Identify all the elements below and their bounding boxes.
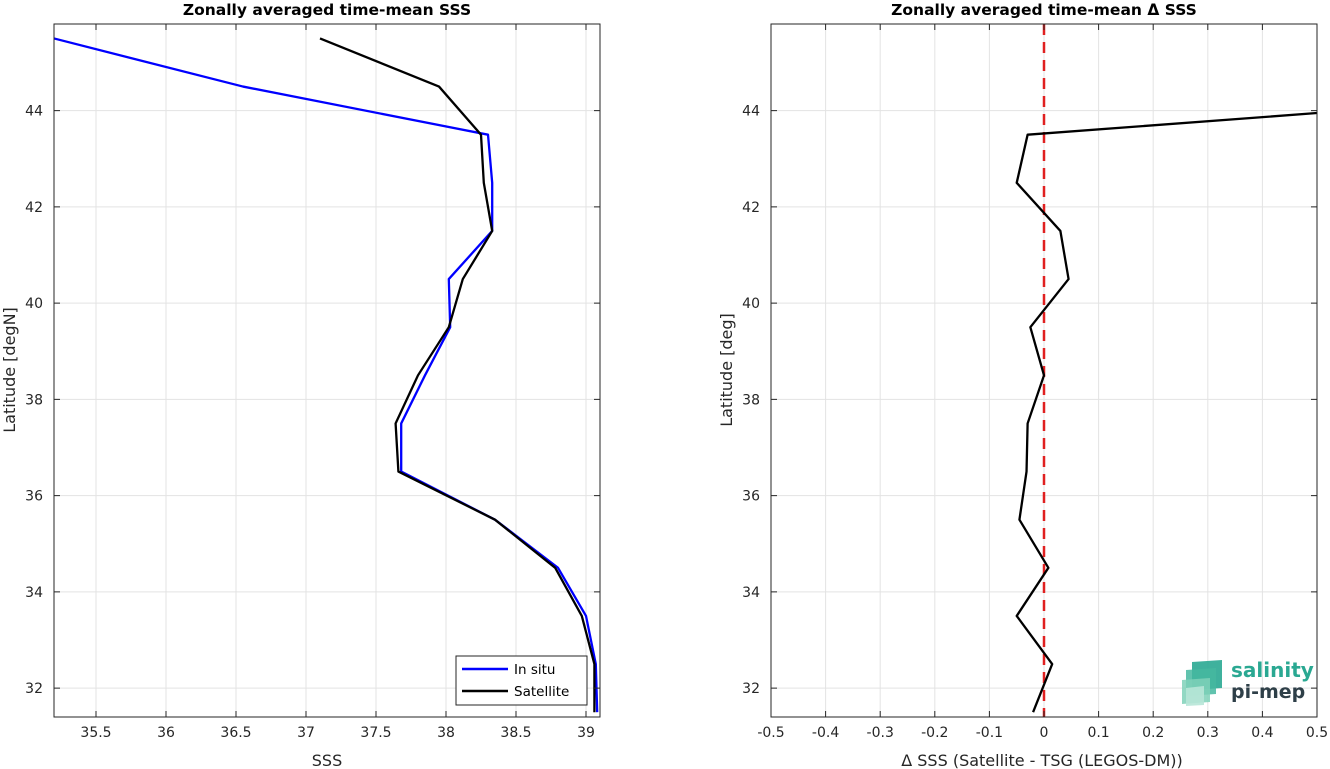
left-xtick-label: 37.5 — [360, 725, 391, 741]
left-ylabel: Latitude [degN] — [0, 307, 19, 433]
wave-logo-icon — [1182, 660, 1222, 706]
left-xlabel: SSS — [312, 751, 342, 769]
right-xlabel: Δ SSS (Satellite - TSG (LEGOS-DM)) — [901, 751, 1183, 769]
left-ytick-label: 34 — [25, 585, 43, 601]
chart-left: 35.5 36 36.5 37 37.5 38 38.5 39 32 34 36 38 40 42 44 Z… — [0, 1, 601, 769]
left-series-line-satellite — [319, 37, 596, 713]
right-ytick-label: 40 — [742, 296, 760, 312]
right-xtick-label: 0.5 — [1306, 725, 1328, 741]
right-series-line-delta-sss — [1015, 111, 1318, 713]
left-ticks: 35.5 36 36.5 37 37.5 38 38.5 39 32 34 36 38 40 42 44 — [25, 24, 600, 741]
left-xtick-label: 37 — [297, 725, 315, 741]
right-title: Zonally averaged time-mean Δ SSS — [891, 1, 1197, 19]
right-ytick-label: 34 — [742, 585, 760, 601]
right-ylabel: Latitude [deg] — [717, 313, 736, 427]
legend-box — [455, 655, 588, 706]
logo-text-line2: pi-mep — [1231, 681, 1305, 703]
left-xtick-label: 36.5 — [220, 725, 251, 741]
right-ytick-label: 32 — [742, 681, 760, 697]
right-ytick-label: 36 — [742, 489, 760, 505]
right-xtick-label: -0.5 — [757, 725, 784, 741]
right-xtick-label: 0.2 — [1142, 725, 1164, 741]
salinity-pi-mep-logo: salinity pi-mep — [1182, 658, 1314, 706]
right-ytick-label: 42 — [742, 200, 760, 216]
left-xtick-label: 38.5 — [500, 725, 531, 741]
logo-text-line1: salinity — [1231, 658, 1314, 682]
right-ytick-label: 44 — [742, 104, 760, 120]
left-series — [53, 37, 599, 713]
left-series-line-in-situ — [53, 37, 599, 713]
left-ytick-label: 44 — [25, 104, 43, 120]
right-xtick-label: 0.4 — [1251, 725, 1273, 741]
right-xtick-label: -0.1 — [976, 725, 1003, 741]
right-xtick-label: -0.3 — [867, 725, 894, 741]
left-ytick-label: 38 — [25, 392, 43, 408]
right-series — [1015, 24, 1318, 717]
right-ticks: -0.5 -0.4 -0.3 -0.2 -0.1 0 0.1 0.2 0.3 0.4 0.5 32 34… — [742, 24, 1328, 741]
left-xtick-label: 35.5 — [80, 725, 111, 741]
left-grid — [54, 24, 600, 717]
legend: In situ Satellite — [455, 655, 588, 706]
legend-label-in-situ: In situ — [514, 662, 555, 678]
left-ytick-label: 36 — [25, 489, 43, 505]
right-ytick-label: 38 — [742, 392, 760, 408]
legend-label-satellite: Satellite — [514, 684, 569, 700]
chart-right: -0.5 -0.4 -0.3 -0.2 -0.1 0 0.1 0.2 0.3 0.4 0.5 32 34… — [717, 1, 1328, 769]
left-xtick-label: 38 — [437, 725, 455, 741]
right-xtick-label: -0.2 — [921, 725, 948, 741]
left-axes-box — [53, 23, 601, 718]
right-xtick-label: 0.3 — [1197, 725, 1219, 741]
right-xtick-label: 0 — [1040, 725, 1049, 741]
left-ytick-label: 32 — [25, 681, 43, 697]
left-xtick-label: 39 — [577, 725, 595, 741]
right-xtick-label: 0.1 — [1087, 725, 1109, 741]
left-ytick-label: 42 — [25, 200, 43, 216]
right-xtick-label: -0.4 — [812, 725, 839, 741]
left-xtick-label: 36 — [157, 725, 175, 741]
left-title: Zonally averaged time-mean SSS — [183, 1, 471, 19]
left-ytick-label: 40 — [25, 296, 43, 312]
